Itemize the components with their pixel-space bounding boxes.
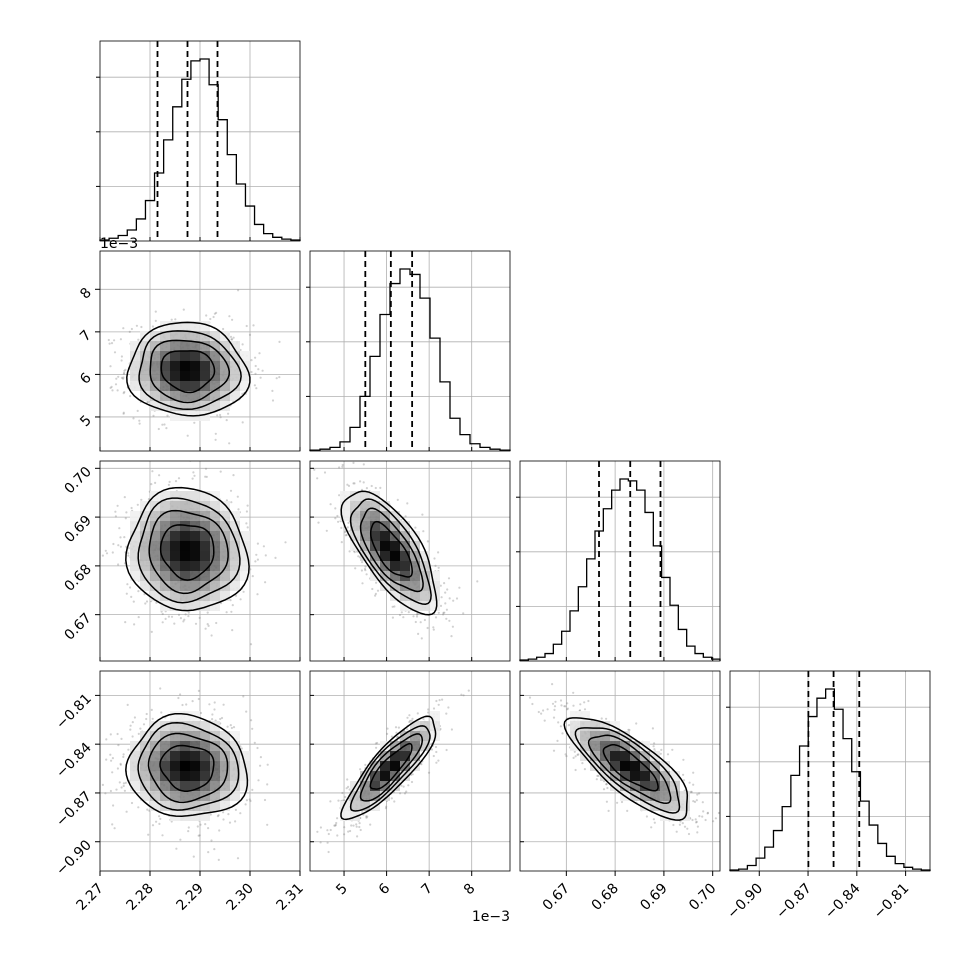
y-tick-label-1-0: 5 (77, 412, 95, 430)
contour-3-0-2 (137, 721, 240, 811)
histogram-panel-0 (96, 40, 301, 242)
y-tick-label-3-3: −0.81 (53, 691, 95, 733)
contour-1-0-2 (138, 330, 242, 411)
scatter-panel-3-0 (99, 670, 301, 872)
x-tick-label-2-0: 0.67 (540, 881, 573, 914)
contour-3-2-3 (563, 717, 689, 821)
x-tick-label-3-1: −0.87 (773, 881, 815, 923)
x-offset-label-1: 1e−3 (472, 909, 510, 925)
contour-3-2-0 (602, 744, 659, 792)
contour-2-1-3 (340, 490, 438, 616)
contour-2-0-3 (125, 486, 250, 612)
x-tick-label-2-2: 0.69 (637, 881, 670, 914)
x-tick-label-0-0: 2.27 (73, 881, 106, 914)
contour-2-0-2 (137, 497, 241, 604)
y-tick-label-3-1: −0.87 (53, 788, 95, 830)
x-tick-label-1-3: 8 (461, 881, 479, 899)
contour-3-1-0 (369, 742, 413, 790)
contour-2-1-1 (359, 507, 424, 593)
contour-3-1-1 (359, 733, 424, 802)
y-tick-label-2-2: 0.69 (61, 513, 94, 546)
contour-2-0-0 (159, 524, 215, 581)
contour-3-0-0 (159, 744, 215, 792)
contour-1-0-0 (160, 350, 216, 394)
contour-1-0-3 (126, 321, 251, 417)
scatter-panel-2-0 (99, 460, 301, 662)
x-tick-label-3-3: −0.81 (871, 881, 913, 923)
y-offset-label-1: 1e−3 (100, 236, 138, 252)
x-tick-label-0-2: 2.29 (173, 881, 206, 914)
contour-3-2-1 (587, 734, 672, 805)
scatter-panel-3-1 (309, 670, 511, 872)
y-tick-label-2-3: 0.70 (61, 464, 94, 497)
histogram-2 (519, 478, 721, 661)
contour-3-2-2 (574, 727, 681, 814)
y-tick-label-1-3: 8 (77, 285, 95, 303)
y-tick-label-3-0: −0.90 (53, 837, 95, 879)
y-tick-label-1-2: 7 (77, 327, 95, 345)
x-tick-label-1-2: 7 (418, 881, 436, 899)
histogram-panel-3 (726, 670, 931, 872)
contour-3-1-2 (349, 725, 431, 812)
contour-3-0-1 (147, 732, 229, 804)
x-tick-label-1-0: 5 (333, 881, 351, 899)
y-tick-label-2-0: 0.67 (61, 610, 94, 643)
x-tick-label-2-3: 0.70 (686, 881, 719, 914)
y-tick-label-2-1: 0.68 (61, 561, 94, 594)
histogram-panel-1 (306, 250, 511, 452)
contour-1-0-1 (149, 339, 231, 404)
x-tick-label-0-4: 2.31 (273, 881, 306, 914)
histogram-1 (309, 268, 511, 451)
x-tick-label-3-2: −0.84 (822, 880, 864, 922)
x-tick-label-3-0: −0.90 (724, 881, 766, 923)
x-tick-label-0-1: 2.28 (123, 881, 156, 914)
x-tick-label-1-1: 6 (376, 880, 394, 898)
x-tick-label-2-1: 0.68 (589, 881, 622, 914)
x-tick-label-0-3: 2.30 (223, 881, 256, 914)
histogram-panel-2 (516, 460, 721, 662)
contour-2-1-0 (369, 520, 413, 578)
contour-3-1-3 (340, 715, 437, 821)
y-tick-label-1-1: 6 (77, 370, 95, 388)
scatter-panel-1-0 (99, 250, 301, 452)
histogram-3 (729, 688, 931, 871)
contour-2-1-2 (349, 498, 432, 605)
scatter-panel-3-2 (519, 670, 721, 872)
contour-2-0-1 (148, 509, 229, 595)
histogram-0 (99, 58, 301, 241)
contour-3-0-3 (125, 712, 249, 817)
y-tick-label-3-2: −0.84 (53, 740, 95, 782)
scatter-panel-2-1 (309, 460, 511, 662)
